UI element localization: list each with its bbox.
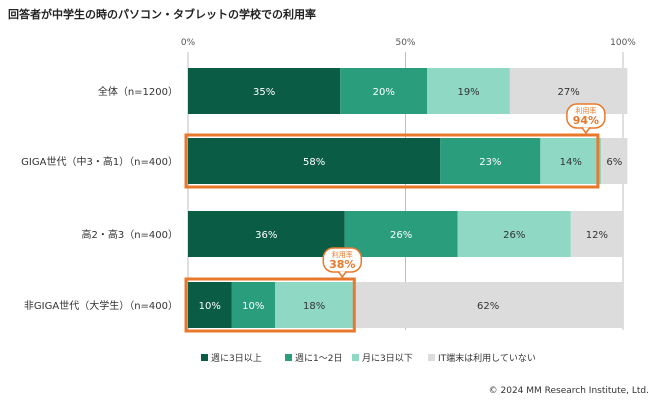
data-label: 10% [199,301,221,312]
category-label: 全体（n=1200） [98,85,178,98]
bar-segment [509,68,628,114]
data-label: 26% [390,230,412,241]
bar-segment [457,211,571,257]
data-labels: 35% 20% 19% 27% 58% 23% 14% 6% 36% 26% 26% 12% 10% 10… [199,87,623,312]
legend-label: 週に1～2日 [295,353,342,364]
data-label: 6% [606,157,622,168]
callout-label: 利用率 [575,106,596,115]
data-label: 23% [479,157,501,168]
callout-pointer [581,127,591,135]
bar-segment [344,211,458,257]
x-tick-label: 100% [610,38,636,48]
bar-segment [601,138,628,184]
category-label: 高2・高3（n=400） [81,228,178,241]
bar-segment [188,138,441,184]
bar-segment [570,211,623,257]
category-labels: 全体（n=1200） GIGA世代（中3・高1）（n=400） 高2・高3（n=40… [21,85,178,312]
legend-swatch [428,354,435,361]
data-label: 27% [558,87,580,98]
bar-segment [540,138,602,184]
legend-label: 月に3日以下 [362,353,413,364]
highlight-box [184,277,356,333]
data-label: 12% [586,230,608,241]
legend-swatch [352,354,359,361]
callout-value: 94% [573,114,599,127]
chart-title: 回答者が中学生の時のパソコン・タブレットの学校での利用率 [8,8,316,21]
bar-segments [188,68,628,328]
legend-label: IT端末は利用していない [438,352,536,364]
bar-segment [427,68,510,114]
legend-label: 週に3日以上 [211,353,262,364]
data-label: 20% [373,87,395,98]
x-tick-label: 0% [181,38,196,48]
bar-segment [340,68,428,114]
callout-label: 利用率 [332,250,353,259]
highlight-box [184,133,600,189]
data-label: 18% [303,301,325,312]
data-label: 58% [303,157,325,168]
data-label: 19% [457,87,479,98]
bar-segment [188,68,341,114]
x-axis-ticks: 0% 50% 100% [181,38,636,48]
bar-segment [188,282,232,328]
bar-segment [440,138,541,184]
legend-swatch [201,354,208,361]
bar-segment [188,211,345,257]
copyright-text: © 2024 MM Research Institute, Ltd. [488,386,649,396]
data-label: 26% [503,230,525,241]
data-label: 36% [255,230,277,241]
bar-segment [353,282,623,328]
data-label: 14% [560,157,582,168]
bar-segment [275,282,354,328]
x-tick-label: 50% [395,38,415,48]
callout-value: 38% [329,258,355,271]
data-label: 62% [477,301,499,312]
category-label: GIGA世代（中3・高1）（n=400） [21,155,178,168]
legend-swatch [285,354,292,361]
data-label: 35% [253,87,275,98]
data-label: 10% [242,301,264,312]
bar-segment [231,282,275,328]
legend: 週に3日以上 週に1～2日 月に3日以下 IT端末は利用していない [201,352,536,364]
callout-pointer [337,271,347,279]
category-label: 非GIGA世代（大学生）（n=400） [24,299,178,312]
